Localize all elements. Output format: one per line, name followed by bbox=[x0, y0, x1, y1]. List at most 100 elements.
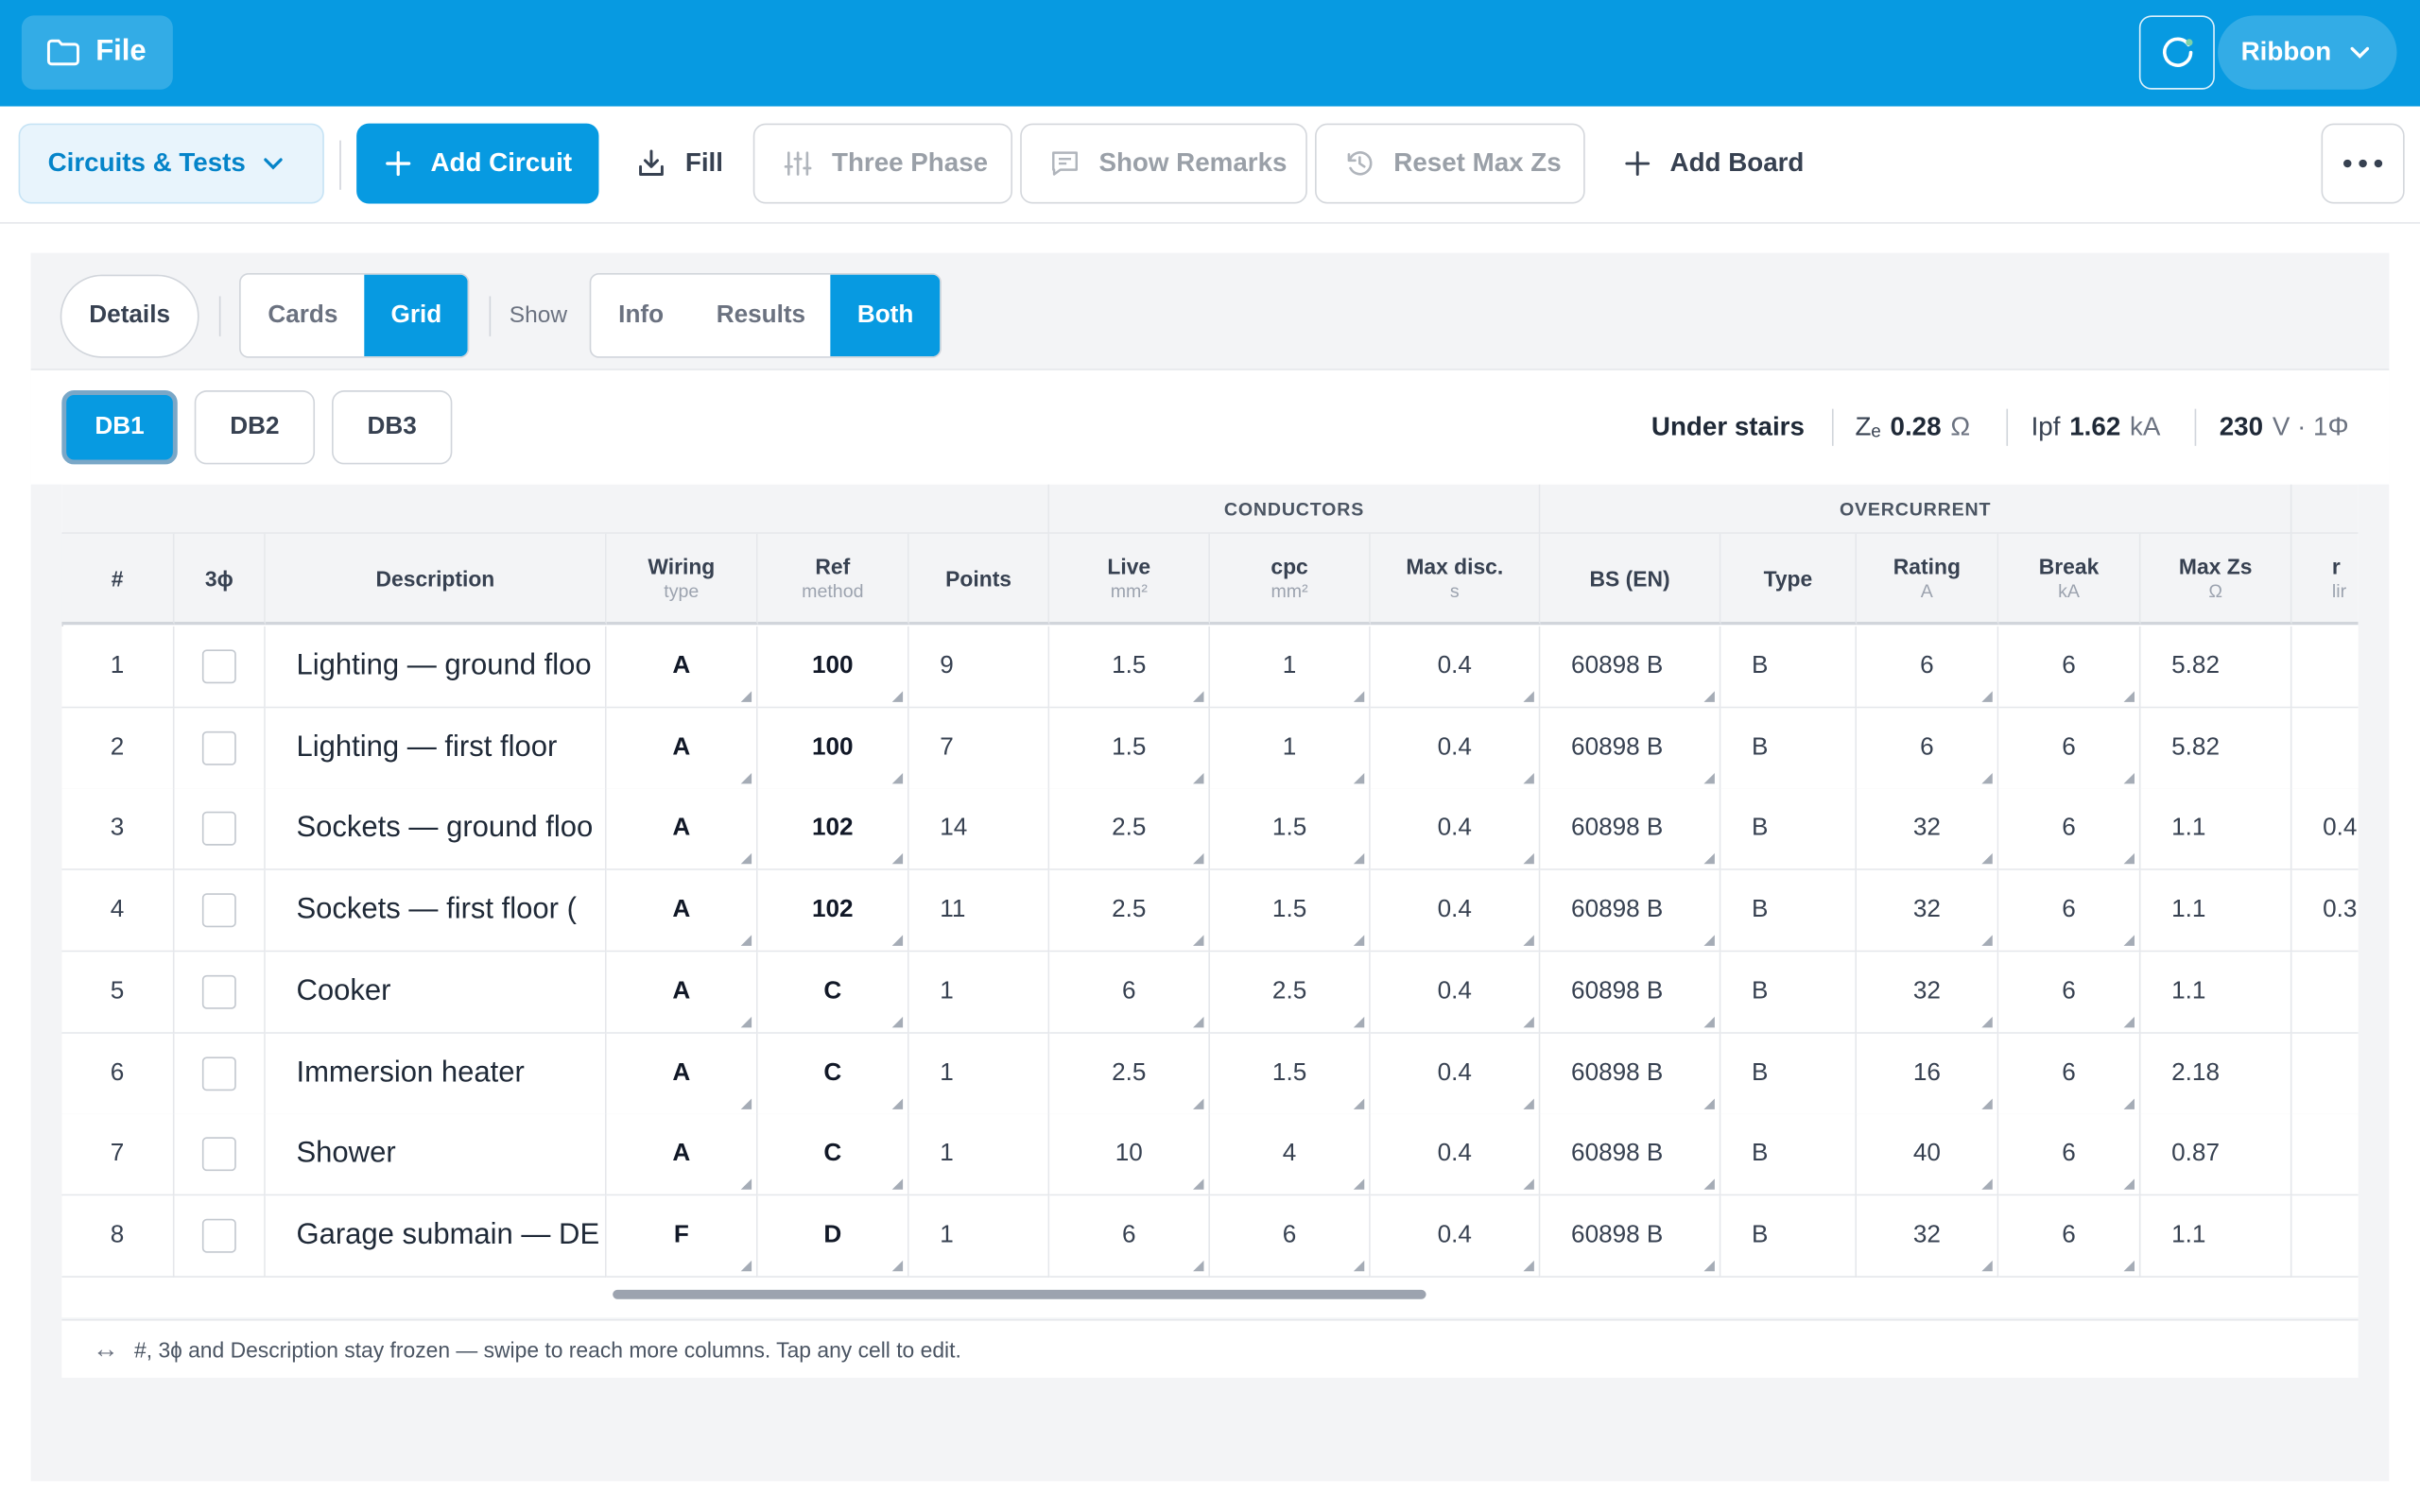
cell-live[interactable]: 10 bbox=[1049, 1114, 1210, 1196]
cell-wiring[interactable]: F bbox=[606, 1195, 758, 1278]
cell-desc[interactable]: Shower bbox=[265, 1114, 607, 1196]
board-tab-db2[interactable]: DB2 bbox=[194, 390, 316, 465]
cell-extra[interactable] bbox=[2291, 1114, 2359, 1196]
cell-three-phase[interactable] bbox=[174, 869, 266, 953]
cell-live[interactable]: 1.5 bbox=[1049, 626, 1210, 709]
cell-maxzs[interactable]: 2.18 bbox=[2140, 1033, 2292, 1115]
cell-rating[interactable]: 16 bbox=[1857, 1033, 1999, 1115]
cell-points[interactable]: 1 bbox=[908, 1195, 1050, 1278]
cell-break[interactable]: 6 bbox=[1998, 788, 2141, 871]
more-options-button[interactable] bbox=[2321, 123, 2405, 204]
cell-rating[interactable]: 40 bbox=[1857, 1114, 1999, 1196]
cell-rating[interactable]: 32 bbox=[1857, 869, 1999, 953]
cell-bs[interactable]: 60898 B bbox=[1540, 626, 1721, 709]
cell-desc[interactable]: Cooker bbox=[265, 952, 607, 1034]
cell-desc[interactable]: Sockets — first floor ( bbox=[265, 869, 607, 953]
cell-live[interactable]: 2.5 bbox=[1049, 788, 1210, 871]
cell-maxdisc[interactable]: 0.4 bbox=[1370, 626, 1541, 709]
cell-three-phase[interactable] bbox=[174, 707, 266, 790]
cell-desc[interactable]: Lighting — ground floo bbox=[265, 626, 607, 709]
three-phase-checkbox[interactable] bbox=[201, 1218, 236, 1253]
scrollbar-thumb[interactable] bbox=[613, 1289, 1426, 1299]
cell-cpc[interactable]: 1.5 bbox=[1209, 788, 1371, 871]
cell-ref[interactable]: 102 bbox=[757, 788, 909, 871]
cell-type[interactable]: B bbox=[1720, 1114, 1858, 1196]
cell-wiring[interactable]: A bbox=[606, 1114, 758, 1196]
cell-maxdisc[interactable]: 0.4 bbox=[1370, 788, 1541, 871]
three-phase-checkbox[interactable] bbox=[201, 893, 236, 928]
three-phase-checkbox[interactable] bbox=[201, 1056, 236, 1091]
circuits-tests-dropdown[interactable]: Circuits & Tests bbox=[18, 123, 324, 204]
cell-maxzs[interactable]: 5.82 bbox=[2140, 707, 2292, 790]
reset-max-zs-button[interactable]: Reset Max Zs bbox=[1315, 123, 1585, 204]
cell-extra[interactable] bbox=[2291, 952, 2359, 1034]
cell-maxzs[interactable]: 1.1 bbox=[2140, 952, 2292, 1034]
cell-bs[interactable]: 60898 B bbox=[1540, 1114, 1721, 1196]
cell-points[interactable]: 1 bbox=[908, 1114, 1050, 1196]
cell-points[interactable]: 14 bbox=[908, 788, 1050, 871]
cell-maxdisc[interactable]: 0.4 bbox=[1370, 869, 1541, 953]
cell-extra[interactable] bbox=[2291, 1033, 2359, 1115]
cell-maxzs[interactable]: 1.1 bbox=[2140, 869, 2292, 953]
cell-type[interactable]: B bbox=[1720, 952, 1858, 1034]
cell-wiring[interactable]: A bbox=[606, 952, 758, 1034]
cell-extra[interactable]: 0.4 bbox=[2291, 788, 2359, 871]
cell-maxdisc[interactable]: 0.4 bbox=[1370, 1114, 1541, 1196]
cell-wiring[interactable]: A bbox=[606, 1033, 758, 1115]
three-phase-checkbox[interactable] bbox=[201, 1137, 236, 1172]
cell-bs[interactable]: 60898 B bbox=[1540, 1195, 1721, 1278]
cell-extra[interactable] bbox=[2291, 1195, 2359, 1278]
cell-rating[interactable]: 32 bbox=[1857, 952, 1999, 1034]
add-circuit-button[interactable]: Add Circuit bbox=[356, 123, 599, 204]
cell-three-phase[interactable] bbox=[174, 1033, 266, 1115]
cell-ref[interactable]: D bbox=[757, 1195, 909, 1278]
show-both-option[interactable]: Both bbox=[830, 274, 941, 357]
ribbon-dropdown[interactable]: Ribbon bbox=[2218, 15, 2397, 90]
cell-extra[interactable]: 0.3 bbox=[2291, 869, 2359, 953]
three-phase-checkbox[interactable] bbox=[201, 730, 236, 765]
cell-three-phase[interactable] bbox=[174, 1195, 266, 1278]
cell-bs[interactable]: 60898 B bbox=[1540, 788, 1721, 871]
cell-break[interactable]: 6 bbox=[1998, 1195, 2141, 1278]
cell-rating[interactable]: 6 bbox=[1857, 626, 1999, 709]
cell-break[interactable]: 6 bbox=[1998, 952, 2141, 1034]
board-tab-db1[interactable]: DB1 bbox=[61, 390, 178, 465]
cell-maxzs[interactable]: 1.1 bbox=[2140, 788, 2292, 871]
cell-bs[interactable]: 60898 B bbox=[1540, 707, 1721, 790]
cell-wiring[interactable]: A bbox=[606, 869, 758, 953]
details-button[interactable]: Details bbox=[60, 274, 199, 358]
cell-rating[interactable]: 32 bbox=[1857, 788, 1999, 871]
cell-wiring[interactable]: A bbox=[606, 707, 758, 790]
three-phase-checkbox[interactable] bbox=[201, 974, 236, 1009]
cell-type[interactable]: B bbox=[1720, 1033, 1858, 1115]
cell-points[interactable]: 7 bbox=[908, 707, 1050, 790]
cell-three-phase[interactable] bbox=[174, 626, 266, 709]
cell-ref[interactable]: C bbox=[757, 952, 909, 1034]
cell-extra[interactable] bbox=[2291, 707, 2359, 790]
cell-cpc[interactable]: 4 bbox=[1209, 1114, 1371, 1196]
show-remarks-button[interactable]: Show Remarks bbox=[1020, 123, 1307, 204]
cell-cpc[interactable]: 1.5 bbox=[1209, 869, 1371, 953]
view-cards-option[interactable]: Cards bbox=[268, 301, 338, 328]
cell-maxdisc[interactable]: 0.4 bbox=[1370, 952, 1541, 1034]
cell-break[interactable]: 6 bbox=[1998, 1114, 2141, 1196]
cell-type[interactable]: B bbox=[1720, 869, 1858, 953]
cell-ref[interactable]: 100 bbox=[757, 626, 909, 709]
three-phase-checkbox[interactable] bbox=[201, 649, 236, 684]
cell-rating[interactable]: 32 bbox=[1857, 1195, 1999, 1278]
board-tab-db3[interactable]: DB3 bbox=[332, 390, 453, 465]
cell-points[interactable]: 11 bbox=[908, 869, 1050, 953]
file-button[interactable]: File bbox=[21, 15, 173, 90]
cell-break[interactable]: 6 bbox=[1998, 1033, 2141, 1115]
cell-live[interactable]: 2.5 bbox=[1049, 869, 1210, 953]
cell-three-phase[interactable] bbox=[174, 788, 266, 871]
view-grid-option[interactable]: Grid bbox=[365, 274, 468, 357]
three-phase-checkbox[interactable] bbox=[201, 812, 236, 847]
cell-cpc[interactable]: 1 bbox=[1209, 707, 1371, 790]
cell-live[interactable]: 6 bbox=[1049, 1195, 1210, 1278]
cell-maxzs[interactable]: 0.87 bbox=[2140, 1114, 2292, 1196]
cell-bs[interactable]: 60898 B bbox=[1540, 1033, 1721, 1115]
cell-maxdisc[interactable]: 0.4 bbox=[1370, 1033, 1541, 1115]
cell-type[interactable]: B bbox=[1720, 1195, 1858, 1278]
cell-desc[interactable]: Sockets — ground floo bbox=[265, 788, 607, 871]
